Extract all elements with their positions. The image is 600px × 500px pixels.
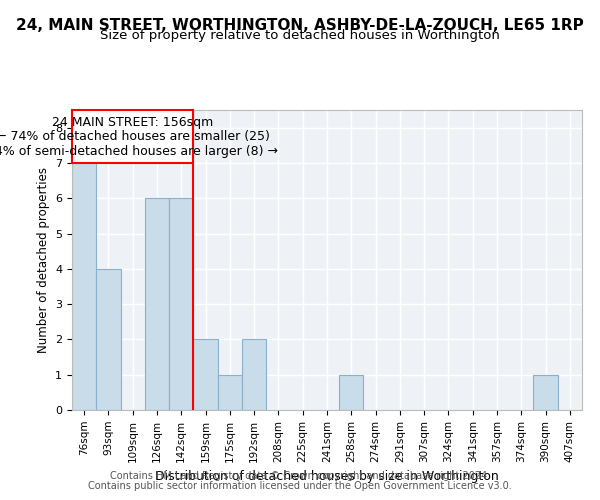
Bar (96, 269, 121, 410)
X-axis label: Distribution of detached houses by size in Worthington: Distribution of detached houses by size … (155, 470, 499, 483)
Bar (193, 340, 218, 410)
Bar (242, 340, 266, 410)
FancyBboxPatch shape (72, 110, 193, 163)
Bar (72, 163, 96, 410)
Text: 24% of semi-detached houses are larger (8) →: 24% of semi-detached houses are larger (… (0, 145, 278, 158)
Text: 24, MAIN STREET, WORTHINGTON, ASHBY-DE-LA-ZOUCH, LE65 1RP: 24, MAIN STREET, WORTHINGTON, ASHBY-DE-L… (16, 18, 584, 32)
Text: Contains HM Land Registry data © Crown copyright and database right 2024.: Contains HM Land Registry data © Crown c… (110, 471, 490, 481)
Text: Size of property relative to detached houses in Worthington: Size of property relative to detached ho… (100, 29, 500, 42)
Y-axis label: Number of detached properties: Number of detached properties (37, 167, 50, 353)
Bar (533, 374, 558, 410)
Text: 24 MAIN STREET: 156sqm: 24 MAIN STREET: 156sqm (52, 116, 214, 129)
Bar (169, 198, 193, 410)
Bar (145, 198, 169, 410)
Text: ← 74% of detached houses are smaller (25): ← 74% of detached houses are smaller (25… (0, 130, 269, 143)
Text: Contains public sector information licensed under the Open Government Licence v3: Contains public sector information licen… (88, 481, 512, 491)
Bar (218, 374, 242, 410)
Bar (339, 374, 364, 410)
